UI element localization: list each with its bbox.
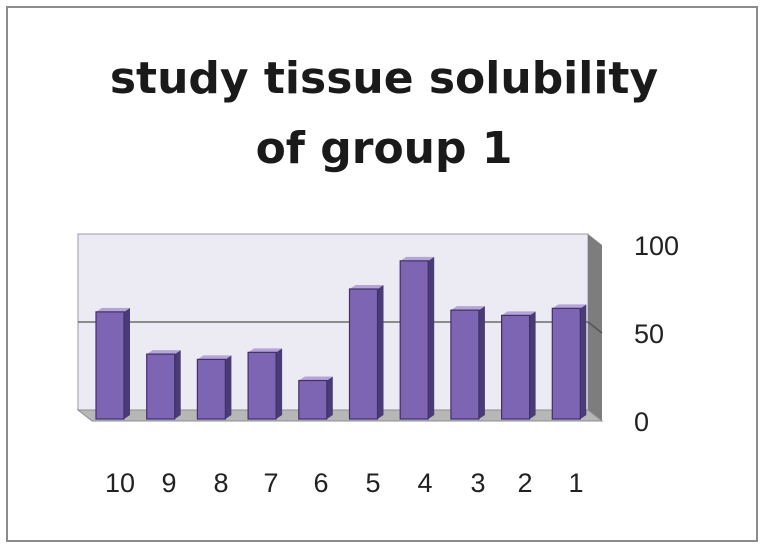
bar — [348, 288, 379, 420]
bar-top — [197, 355, 232, 360]
x-axis-labels: 10 9 8 7 6 5 4 3 2 1 — [105, 468, 584, 498]
bar-top — [400, 256, 435, 261]
bar — [298, 379, 328, 420]
bar-top — [552, 304, 587, 309]
bar — [95, 311, 125, 420]
x-tick-label: 10 — [105, 468, 135, 498]
bar-top — [298, 376, 333, 381]
y-tick-label: 0 — [634, 407, 649, 437]
x-tick-label: 4 — [417, 468, 432, 498]
x-tick-label: 9 — [161, 468, 176, 498]
bar — [399, 260, 429, 420]
bar — [450, 309, 480, 420]
chart-bars — [95, 256, 587, 420]
bar-side — [276, 348, 283, 419]
x-tick-label: 8 — [213, 468, 228, 498]
bar — [146, 353, 176, 420]
bar-side — [174, 350, 181, 419]
bar-top — [248, 348, 283, 353]
bar-side — [478, 306, 485, 419]
chart-title-line-1: study tissue solubility — [109, 53, 659, 104]
bar-side — [124, 307, 130, 419]
bar-side — [326, 376, 333, 419]
y-tick-label: 50 — [634, 319, 664, 349]
bar-side — [377, 285, 384, 419]
bar — [247, 351, 277, 420]
y-tick-label: 100 — [634, 231, 679, 261]
x-tick-label: 3 — [470, 468, 485, 498]
chart-title: study tissue solubility of group 1 — [0, 44, 768, 184]
y-axis-ticks: 0 50 100 — [634, 231, 679, 437]
bar-top — [501, 311, 536, 316]
bar-top — [96, 307, 130, 312]
x-tick-label: 2 — [517, 468, 532, 498]
bar-side — [428, 256, 435, 419]
bar — [196, 358, 226, 420]
x-tick-label: 1 — [568, 468, 583, 498]
bar — [551, 307, 581, 420]
bar-side — [580, 304, 587, 419]
bar-top — [349, 285, 384, 289]
bar-top — [450, 306, 485, 311]
bar-top — [146, 350, 181, 355]
chart-title-line-2: of group 1 — [255, 123, 513, 174]
x-tick-label: 5 — [365, 468, 380, 498]
x-tick-label: 7 — [263, 468, 278, 498]
bar — [501, 314, 531, 420]
gridline-side — [587, 321, 603, 334]
x-tick-label: 6 — [313, 468, 328, 498]
bar-side — [529, 311, 536, 419]
bar-side — [225, 355, 232, 419]
